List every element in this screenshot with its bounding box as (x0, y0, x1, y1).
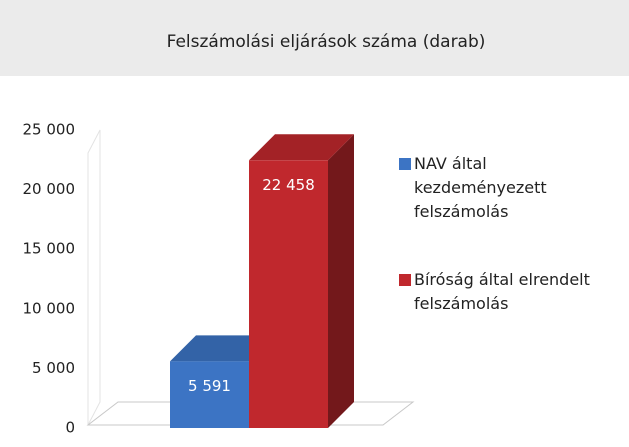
y-tick-label: 15 000 (23, 240, 76, 258)
legend-label: Bíróság által elrendelt felszámolás (414, 270, 590, 313)
y-tick-label: 10 000 (23, 299, 76, 317)
bar (249, 160, 328, 428)
side-wall (87, 129, 101, 426)
y-tick-label: 20 000 (23, 180, 76, 198)
value-label: 5 591 (188, 377, 231, 395)
bar-top (170, 335, 275, 362)
bar (170, 361, 249, 428)
y-tick-label: 25 000 (23, 121, 76, 139)
value-label: 22 458 (262, 176, 315, 194)
chart-title: Felszámolási eljárások száma (darab) (167, 32, 486, 52)
legend-swatch (399, 158, 411, 170)
legend-swatch (399, 274, 411, 286)
bar-side (328, 134, 354, 428)
y-tick-label: 0 (65, 419, 75, 437)
title-band (0, 0, 629, 76)
bar-top (249, 134, 354, 161)
y-tick-label: 5 000 (32, 359, 75, 377)
legend-label: NAV által kezdeményezett felszámolás (414, 154, 547, 221)
